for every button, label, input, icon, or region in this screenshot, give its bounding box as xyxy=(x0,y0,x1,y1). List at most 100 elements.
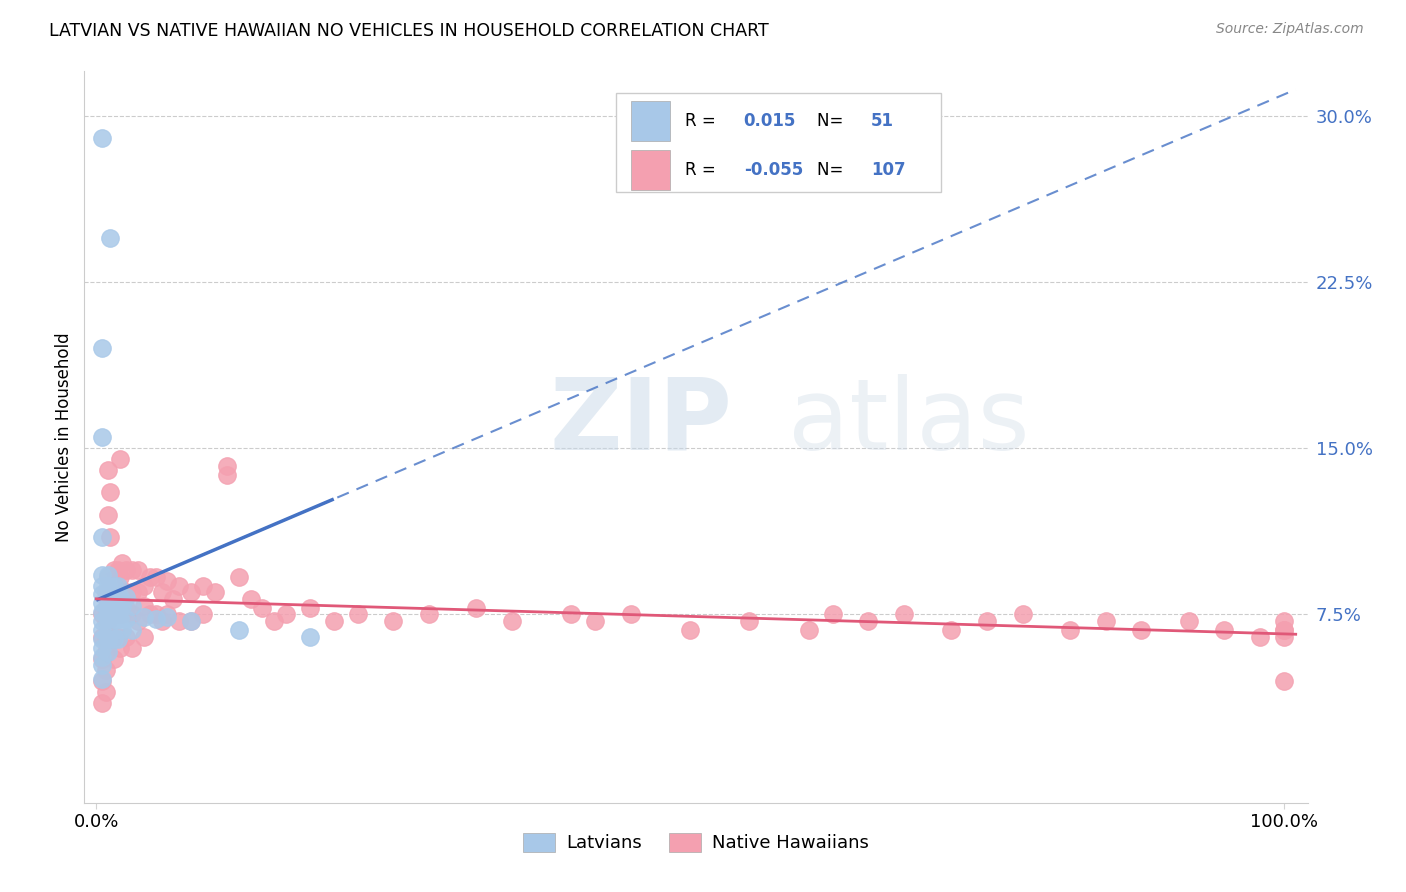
Text: ZIP: ZIP xyxy=(550,374,733,471)
Point xyxy=(91,530,114,544)
Point xyxy=(91,623,114,637)
Point xyxy=(1178,614,1201,628)
Point xyxy=(1272,623,1295,637)
Point xyxy=(156,574,179,589)
Point xyxy=(1272,614,1295,628)
Point xyxy=(138,570,160,584)
Text: N=: N= xyxy=(817,112,849,130)
Point xyxy=(103,607,125,622)
Point xyxy=(941,623,963,637)
Point xyxy=(1272,623,1295,637)
Point xyxy=(91,651,114,665)
Point xyxy=(180,614,202,628)
Point xyxy=(298,630,321,644)
Point xyxy=(103,578,125,592)
Point xyxy=(111,607,134,622)
Point xyxy=(1094,614,1116,628)
Point xyxy=(91,567,114,582)
Point xyxy=(132,599,155,613)
Text: -0.055: -0.055 xyxy=(744,161,803,179)
Text: N=: N= xyxy=(817,161,849,179)
Bar xyxy=(631,150,671,190)
Point xyxy=(97,463,120,477)
Point xyxy=(97,605,120,619)
Point xyxy=(100,600,122,615)
Point xyxy=(91,673,114,688)
Point xyxy=(1272,630,1295,644)
Point xyxy=(145,570,167,584)
Point xyxy=(108,607,131,622)
Point xyxy=(94,685,117,699)
Point xyxy=(1011,607,1033,622)
Point xyxy=(150,585,173,599)
Text: R =: R = xyxy=(685,112,721,130)
Point xyxy=(465,600,488,615)
Point xyxy=(191,607,214,622)
Point xyxy=(108,585,131,599)
Point xyxy=(103,651,125,665)
Point xyxy=(107,578,129,592)
Point xyxy=(94,663,117,677)
Point xyxy=(893,607,915,622)
Point xyxy=(127,563,149,577)
Point xyxy=(103,630,125,644)
Point xyxy=(97,614,120,628)
Text: 107: 107 xyxy=(870,161,905,179)
Point xyxy=(97,645,120,659)
Point xyxy=(97,567,120,582)
Point xyxy=(103,578,125,592)
Point xyxy=(738,614,761,628)
Point xyxy=(107,632,129,646)
Point xyxy=(100,630,122,644)
Point xyxy=(121,563,143,577)
Point xyxy=(97,587,120,601)
Text: Source: ZipAtlas.com: Source: ZipAtlas.com xyxy=(1216,22,1364,37)
Point xyxy=(191,578,214,592)
Point xyxy=(97,632,120,646)
Point xyxy=(382,614,405,628)
Point xyxy=(204,585,226,599)
Point xyxy=(97,578,120,592)
Point xyxy=(100,574,122,589)
Point xyxy=(127,614,149,628)
Point xyxy=(103,605,125,619)
Point xyxy=(97,612,120,626)
Point xyxy=(100,530,122,544)
Point xyxy=(115,630,138,644)
Point xyxy=(346,607,368,622)
Point xyxy=(103,590,125,604)
Point xyxy=(97,623,120,637)
Point xyxy=(322,614,344,628)
Point xyxy=(127,585,149,599)
Point xyxy=(583,614,606,628)
Point xyxy=(228,623,250,637)
Point xyxy=(560,607,582,622)
Point xyxy=(103,599,125,613)
Point xyxy=(91,672,114,686)
Point xyxy=(215,458,238,473)
Point xyxy=(150,614,173,628)
Point xyxy=(91,630,114,644)
Point xyxy=(121,623,143,637)
Point xyxy=(180,614,202,628)
Point xyxy=(976,614,998,628)
Point xyxy=(108,570,131,584)
Point xyxy=(91,632,114,646)
Point xyxy=(679,623,702,637)
Point xyxy=(94,585,117,599)
Point xyxy=(94,630,117,644)
Point xyxy=(103,632,125,646)
Point xyxy=(97,508,120,522)
Point xyxy=(107,612,129,626)
Point xyxy=(103,563,125,577)
Point xyxy=(107,590,129,604)
Point xyxy=(97,591,120,606)
Point xyxy=(821,607,844,622)
Text: 0.015: 0.015 xyxy=(744,112,796,130)
Point xyxy=(111,557,134,571)
Point xyxy=(115,590,138,604)
Point xyxy=(94,614,117,628)
Point xyxy=(91,607,114,622)
Point xyxy=(111,585,134,599)
Point xyxy=(169,614,191,628)
